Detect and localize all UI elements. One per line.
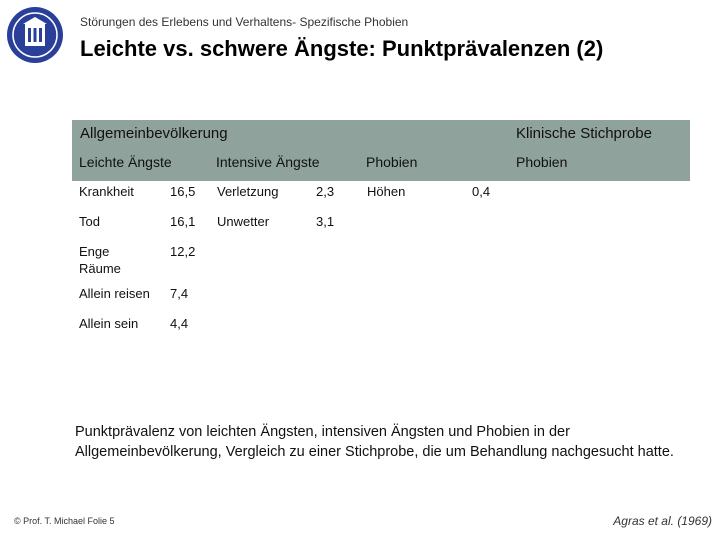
slide-subtitle: Störungen des Erlebens und Verhaltens- S…: [80, 15, 409, 29]
table-cell: 0,4: [472, 184, 491, 199]
table-cell: 2,3: [316, 184, 335, 199]
table-cell: 3,1: [316, 214, 335, 229]
table-cell: 7,4: [170, 286, 189, 301]
group-general-population: Allgemeinbevölkerung: [80, 125, 228, 142]
col-header-mild: Leichte Ängste: [79, 154, 172, 170]
table-cell: Allein reisen: [79, 286, 150, 301]
university-seal-icon: [7, 7, 63, 63]
group-clinical-sample: Klinische Stichprobe: [516, 125, 652, 142]
table-cell: Verletzung: [217, 184, 279, 199]
slide-caption: Punktprävalenz von leichten Ängsten, int…: [75, 424, 674, 460]
table-cell: Allein sein: [79, 316, 139, 331]
table-cell: Tod: [79, 214, 100, 229]
footer-citation: Agras et al. (1969): [613, 514, 712, 528]
col-header-intense: Intensive Ängste: [216, 154, 320, 170]
table-cell: 16,5: [170, 184, 196, 199]
table-cell: Höhen: [367, 184, 406, 199]
table-cell: 16,1: [170, 214, 196, 229]
col-header-clinical-phobia: Phobien: [516, 154, 568, 170]
col-header-phobia: Phobien: [366, 154, 418, 170]
table-header-band: Allgemeinbevölkerung Klinische Stichprob…: [72, 120, 690, 181]
table-cell: 4,4: [170, 316, 189, 331]
slide-title: Leichte vs. schwere Ängste: Punktprävale…: [80, 36, 604, 61]
table-cell: 12,2: [170, 244, 196, 259]
footer-copyright: © Prof. T. Michael Folie 5: [14, 516, 115, 526]
table-cell: Unwetter: [217, 214, 270, 229]
table-cell: Krankheit: [79, 184, 134, 199]
table-cell: Enge Räume: [79, 244, 121, 276]
